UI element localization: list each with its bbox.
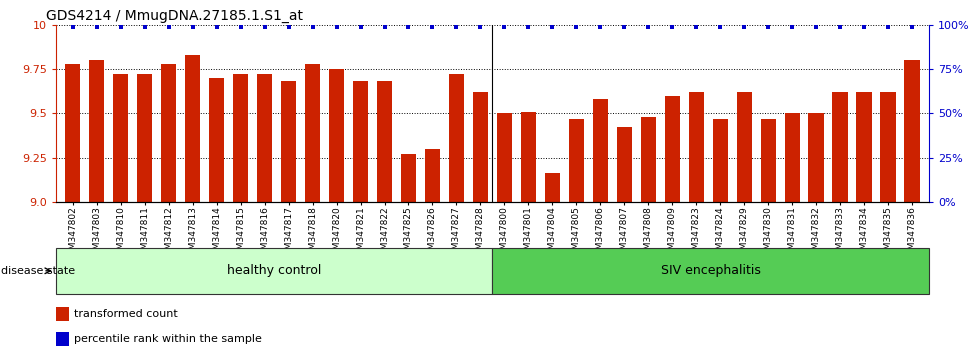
Text: SIV encephalitis: SIV encephalitis xyxy=(661,264,760,277)
Bar xyxy=(280,81,296,202)
Bar xyxy=(641,117,657,202)
Bar xyxy=(449,74,465,202)
Bar xyxy=(56,332,69,346)
Text: healthy control: healthy control xyxy=(227,264,321,277)
Bar xyxy=(616,127,632,202)
Bar xyxy=(209,78,224,202)
Bar xyxy=(857,92,872,202)
Bar xyxy=(520,112,536,202)
Bar xyxy=(737,92,752,202)
Bar xyxy=(664,96,680,202)
Bar xyxy=(760,119,776,202)
Text: disease state: disease state xyxy=(1,266,75,276)
Bar xyxy=(305,64,320,202)
Bar xyxy=(905,60,920,202)
Bar xyxy=(257,74,272,202)
Bar xyxy=(545,173,561,202)
Bar xyxy=(593,99,609,202)
Bar xyxy=(56,248,492,294)
Text: GDS4214 / MmugDNA.27185.1.S1_at: GDS4214 / MmugDNA.27185.1.S1_at xyxy=(46,9,303,23)
Bar xyxy=(492,248,929,294)
Bar xyxy=(785,113,800,202)
Bar xyxy=(401,154,416,202)
Bar xyxy=(832,92,848,202)
Text: percentile rank within the sample: percentile rank within the sample xyxy=(74,333,263,344)
Bar xyxy=(328,69,344,202)
Bar xyxy=(89,60,105,202)
Bar xyxy=(233,74,248,202)
Bar xyxy=(808,113,824,202)
Bar xyxy=(137,74,153,202)
Bar xyxy=(56,307,69,321)
Bar xyxy=(472,92,488,202)
Bar xyxy=(568,119,584,202)
Text: transformed count: transformed count xyxy=(74,309,178,319)
Bar xyxy=(689,92,705,202)
Bar xyxy=(65,64,80,202)
Bar xyxy=(185,55,200,202)
Bar xyxy=(424,149,440,202)
Bar xyxy=(353,81,368,202)
Bar xyxy=(880,92,896,202)
Bar xyxy=(113,74,128,202)
Bar xyxy=(712,119,728,202)
Bar xyxy=(497,113,513,202)
Bar xyxy=(376,81,392,202)
Bar xyxy=(161,64,176,202)
